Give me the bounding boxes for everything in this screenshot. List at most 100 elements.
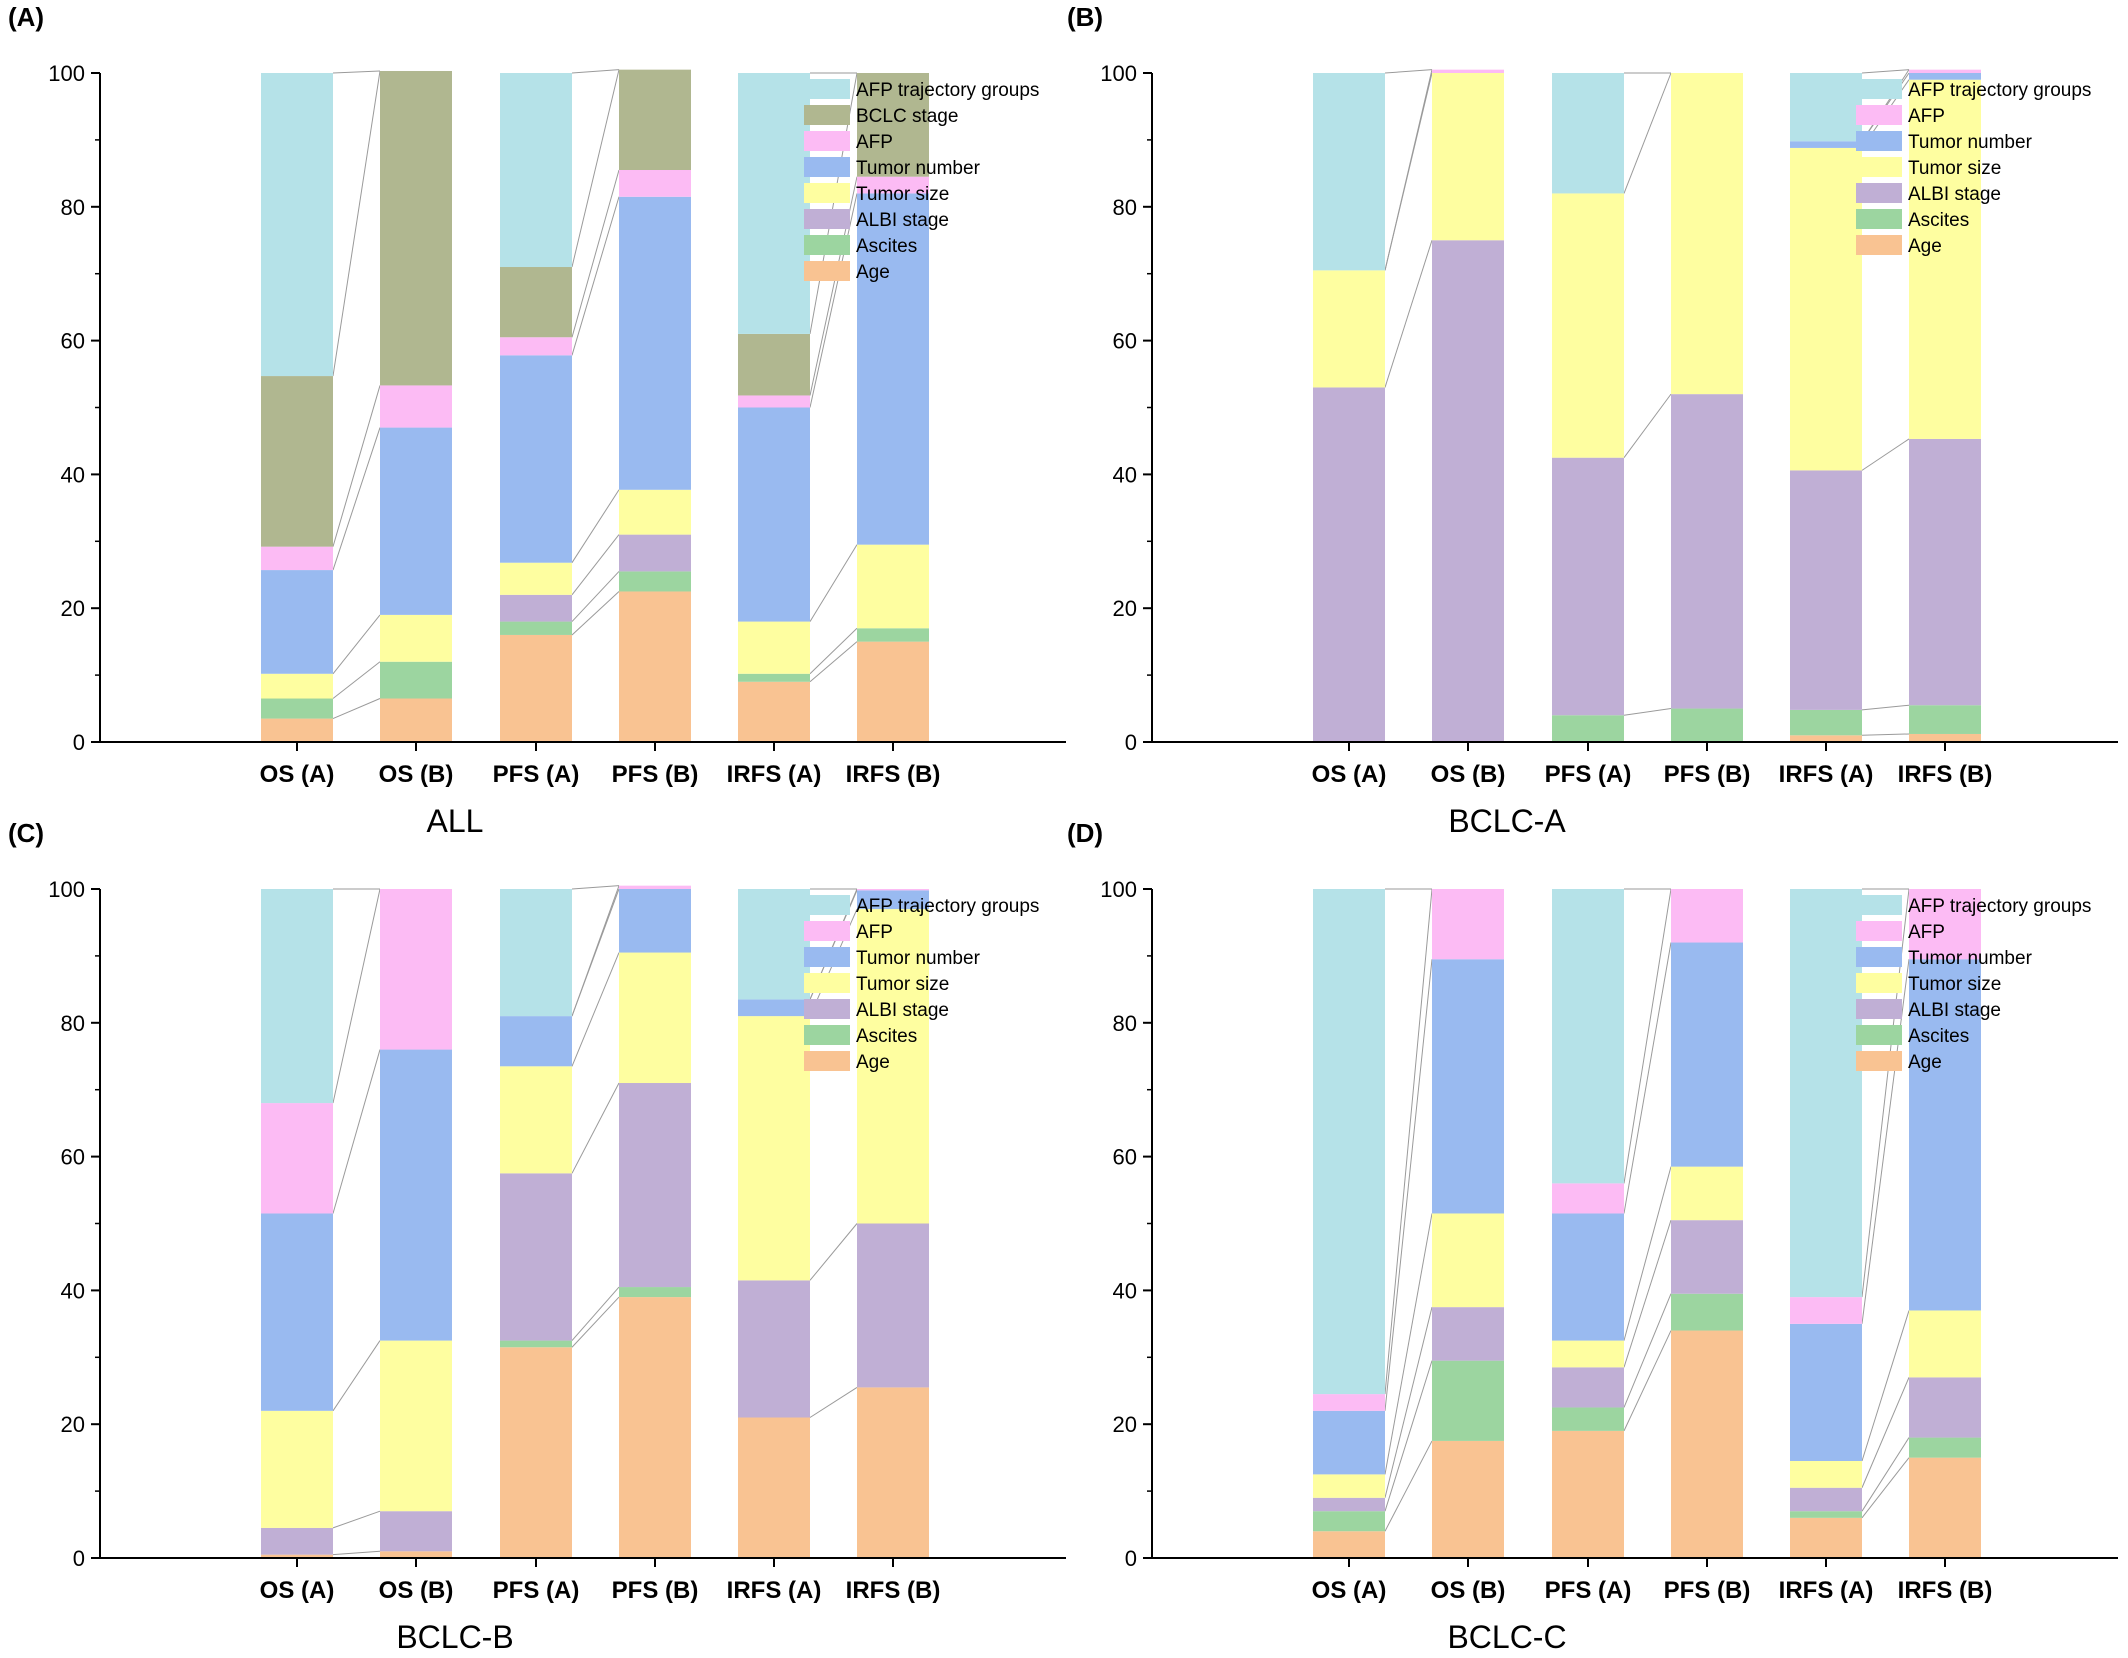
x-tick-label: IRFS (A)	[1779, 1577, 1874, 1604]
bar-segment	[1552, 889, 1624, 1184]
connector-line	[571, 196, 620, 356]
bar-segment	[1909, 733, 1981, 742]
connector-line	[332, 661, 381, 699]
x-tick-label: OS (B)	[379, 761, 454, 788]
connector-line	[1861, 1377, 1910, 1488]
bar-segment	[1790, 147, 1862, 471]
bar-segment	[380, 1049, 452, 1341]
bar-segment	[1909, 73, 1981, 80]
connector-line	[332, 1550, 381, 1556]
legend-label: Tumor size	[1908, 974, 2001, 995]
x-tick-label: IRFS (B)	[1898, 761, 1993, 788]
bar-segment	[619, 952, 691, 1084]
legend-swatch	[804, 209, 850, 229]
bar-segment	[1790, 709, 1862, 736]
legend-label: AFP	[1908, 106, 1945, 127]
bar-segment	[619, 1297, 691, 1558]
legend-label: Age	[856, 1052, 890, 1073]
legend-swatch	[804, 1025, 850, 1045]
bar-segment	[1313, 270, 1385, 388]
bar-segment	[1552, 715, 1624, 742]
legend-label: Ascites	[856, 1026, 917, 1047]
bar-segment	[1790, 1487, 1862, 1512]
bar-segment	[1671, 394, 1743, 709]
x-tick-label: PFS (B)	[1664, 1577, 1751, 1604]
y-tick-label: 40	[61, 1278, 85, 1303]
legend-swatch	[1856, 131, 1902, 151]
x-tick-label: PFS (A)	[1545, 1577, 1632, 1604]
bar-segment	[1790, 470, 1862, 710]
connector-line	[1384, 1213, 1433, 1475]
connector-line	[332, 70, 381, 74]
y-tick-label: 60	[1113, 1145, 1137, 1170]
bar-segment	[857, 889, 929, 891]
bar-segment	[261, 546, 333, 571]
y-tick-label: 20	[61, 596, 85, 621]
bar-segment	[380, 614, 452, 662]
connector-line	[332, 698, 381, 720]
bar-segment	[261, 1527, 333, 1555]
bar-segment	[857, 641, 929, 742]
connector-line	[571, 1286, 620, 1341]
connector-line	[332, 1510, 381, 1529]
bar-segment	[738, 673, 810, 682]
bar-segment	[1552, 1183, 1624, 1214]
y-tick-label: 80	[1113, 1011, 1137, 1036]
bar-segment	[619, 489, 691, 535]
legend-swatch	[804, 105, 850, 125]
bar-segment	[738, 407, 810, 622]
bar-segment	[261, 1103, 333, 1214]
connector-line	[1623, 1220, 1672, 1368]
bar-segment	[500, 634, 572, 742]
bar-segment	[500, 1016, 572, 1067]
bar-segment	[500, 267, 572, 338]
bar-segment	[1909, 889, 1981, 960]
bar-segment	[1790, 1297, 1862, 1324]
connector-line	[1861, 69, 1910, 74]
bar-segment	[1909, 79, 1981, 439]
bar-segment	[1552, 457, 1624, 716]
x-tick-label: IRFS (B)	[1898, 1577, 1993, 1604]
bar-segment	[261, 570, 333, 674]
connector-line	[1384, 69, 1433, 74]
bar-segment	[738, 395, 810, 408]
bar-segment	[1790, 1511, 1862, 1518]
y-tick-label: 40	[1113, 1278, 1137, 1303]
x-tick-label: OS (B)	[1431, 761, 1506, 788]
legend-swatch	[1856, 947, 1902, 967]
y-tick-label: 100	[1100, 877, 1137, 902]
connector-line	[332, 1340, 381, 1412]
panel-label: (A)	[8, 2, 44, 32]
legend-label: ALBI stage	[1908, 184, 2001, 205]
bar-segment	[1432, 1360, 1504, 1441]
bar-segment	[1552, 1407, 1624, 1431]
chart-panel-1: 0 20 40 60 80 100 OS (A) OS (B) PFS (A) PFS (B) IR…	[8, 2, 1066, 839]
x-tick-label: PFS (B)	[612, 1577, 699, 1604]
connector-line	[332, 614, 381, 675]
x-tick-label: PFS (A)	[1545, 761, 1632, 788]
bar-segment	[500, 562, 572, 595]
y-tick-label: 40	[1113, 462, 1137, 487]
bar-segment	[1790, 1323, 1862, 1461]
bar-segment	[261, 73, 333, 377]
legend-label: Ascites	[1908, 1026, 1969, 1047]
connector-line	[1384, 1307, 1433, 1498]
connector-line	[1384, 240, 1433, 388]
connector-line	[571, 1296, 620, 1348]
bar-segment	[380, 70, 452, 386]
bar-segment	[1552, 73, 1624, 194]
legend-label: ALBI stage	[856, 210, 949, 231]
x-tick-label: PFS (B)	[612, 761, 699, 788]
legend-label: AFP	[856, 922, 893, 943]
legend-swatch	[1856, 235, 1902, 255]
bar-segment	[1671, 1166, 1743, 1221]
legend-swatch	[1856, 79, 1902, 99]
connector-line	[1623, 1330, 1672, 1432]
connector-line	[1861, 1457, 1910, 1519]
connector-line	[1623, 1293, 1672, 1408]
legend-swatch	[804, 183, 850, 203]
y-tick-label: 80	[1113, 195, 1137, 220]
connector-line	[1861, 438, 1910, 471]
bar-segment	[619, 1083, 691, 1288]
legend-swatch	[804, 1051, 850, 1071]
